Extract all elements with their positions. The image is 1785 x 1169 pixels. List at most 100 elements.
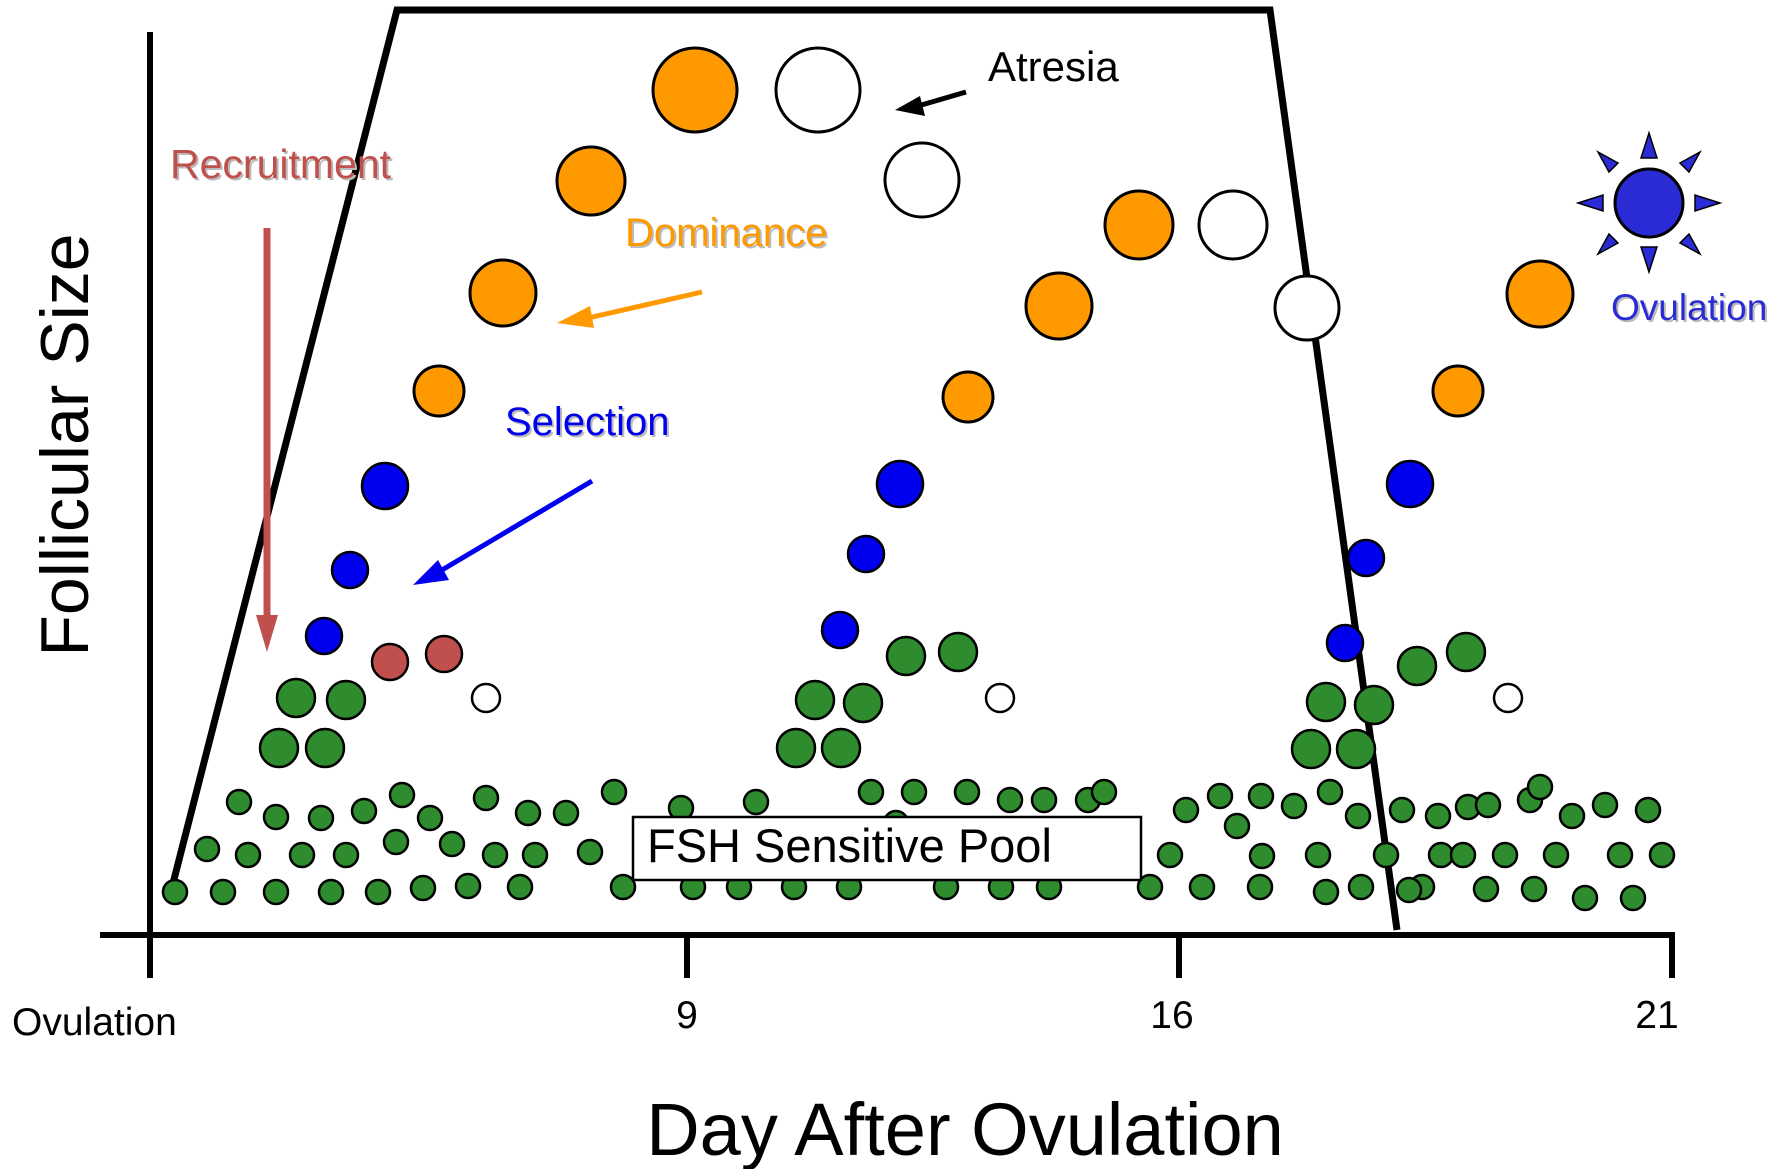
- pool-follicle: [1188, 873, 1216, 901]
- pool-follicle: [350, 797, 378, 825]
- pool-follicle: [193, 835, 221, 863]
- pool-follicle: [1634, 796, 1662, 824]
- sun-ray-e: [1694, 193, 1723, 213]
- sun-ray-nw: [1596, 150, 1620, 174]
- pool-follicle: [1316, 778, 1344, 806]
- sun-ray-s: [1639, 246, 1659, 275]
- selected-follicle: [330, 550, 370, 590]
- pool-follicle: [1395, 876, 1423, 904]
- selected-follicle: [846, 534, 886, 574]
- recruitment-label: Recruitment: [170, 141, 392, 187]
- recruitment-arrow-head: [256, 615, 278, 652]
- pool-follicle: [900, 778, 928, 806]
- pool-follicle: [1312, 878, 1340, 906]
- pool-follicle: [234, 841, 262, 869]
- pool-follicle: [1030, 786, 1058, 814]
- pool-follicle: [1591, 791, 1619, 819]
- ovulation-label: Ovulation: [1611, 287, 1767, 328]
- pool-follicle: [1558, 802, 1586, 830]
- pool-follicle: [307, 804, 335, 832]
- selected-follicle: [820, 610, 860, 650]
- atretic-follicle: [470, 682, 502, 714]
- dominance-label: Dominance: [625, 211, 827, 255]
- growing-follicle: [304, 727, 346, 769]
- growing-follicle: [794, 679, 836, 721]
- pool-follicle: [1648, 841, 1676, 869]
- selected-follicle: [304, 616, 344, 656]
- pool-follicle: [1571, 884, 1599, 912]
- y-axis-label: Follicular Size: [27, 233, 103, 656]
- ovulation-label-shadow: Ovulation: [1613, 289, 1769, 330]
- growing-follicle: [1353, 684, 1395, 726]
- pool-follicle: [1520, 875, 1548, 903]
- atretic-follicle: [1197, 189, 1269, 261]
- dominant-follicle: [651, 46, 739, 134]
- selected-follicle: [360, 461, 410, 511]
- pool-follicle: [1474, 791, 1502, 819]
- dominant-follicle: [1024, 271, 1094, 341]
- pool-follicle: [1449, 841, 1477, 869]
- growing-follicle: [258, 727, 300, 769]
- dominant-follicle: [941, 370, 995, 424]
- sun-ray-sw: [1596, 232, 1620, 256]
- pool-follicle: [1347, 873, 1375, 901]
- pool-follicle: [1344, 802, 1372, 830]
- atretic-follicle: [883, 141, 961, 219]
- pool-follicle: [514, 799, 542, 827]
- atresia-label: Atresia: [988, 43, 1119, 90]
- pool-follicle: [1388, 796, 1416, 824]
- x-axis-label: Day After Ovulation: [646, 1088, 1284, 1169]
- pool-follicle: [332, 841, 360, 869]
- x-tick-label-ovulation: Ovulation: [12, 1001, 177, 1044]
- pool-follicle: [1090, 778, 1118, 806]
- pool-follicle: [1427, 841, 1455, 869]
- pool-follicle: [552, 799, 580, 827]
- atresia-arrow-head: [895, 96, 925, 116]
- growing-follicle: [842, 682, 884, 724]
- pool-follicle: [288, 841, 316, 869]
- recruitment-label-shadow: Recruitment: [172, 143, 394, 189]
- atretic-follicle: [1273, 274, 1341, 342]
- dominant-follicle: [1431, 364, 1485, 418]
- sun-ray-se: [1678, 232, 1702, 256]
- pool-follicle: [262, 878, 290, 906]
- selection-label: Selection: [505, 400, 670, 444]
- pool-follicle: [1491, 841, 1519, 869]
- pool-follicle: [1206, 782, 1234, 810]
- atretic-follicle: [984, 682, 1016, 714]
- selected-follicle: [1385, 459, 1435, 509]
- pool-follicle: [454, 872, 482, 900]
- pool-follicle: [388, 781, 416, 809]
- pool-follicle: [161, 878, 189, 906]
- pool-follicle: [1472, 875, 1500, 903]
- pool-follicle: [1542, 841, 1570, 869]
- atresia-arrow-shaft: [917, 89, 967, 109]
- pool-follicle: [364, 878, 392, 906]
- pool-follicle: [742, 788, 770, 816]
- pool-follicle: [857, 778, 885, 806]
- growing-follicle: [1396, 645, 1438, 687]
- fsh-window-outline: [166, 6, 1401, 931]
- pool-follicle: [1424, 802, 1452, 830]
- arrows: [256, 89, 967, 652]
- pool-follicle: [472, 784, 500, 812]
- pool-follicle: [1304, 841, 1332, 869]
- pool-follicle: [262, 803, 290, 831]
- dominant-follicle: [468, 258, 538, 328]
- axis-labels: Follicular Size Day After Ovulation Ovul…: [12, 233, 1679, 1169]
- atretic-follicle: [1492, 682, 1524, 714]
- dominant-follicle: [412, 364, 466, 418]
- pool-follicle: [953, 778, 981, 806]
- dominant-follicle: [1505, 259, 1575, 329]
- recruited-follicle: [370, 642, 410, 682]
- pool-follicle: [1246, 873, 1274, 901]
- pool-follicle: [1372, 841, 1400, 869]
- phase-labels: Recruitment Recruitment Dominance Domina…: [170, 43, 1769, 446]
- pool-follicle: [1248, 842, 1276, 870]
- dominant-follicle: [1103, 189, 1175, 261]
- growing-follicle: [820, 727, 862, 769]
- pool-follicle: [600, 778, 628, 806]
- pool-follicle: [225, 788, 253, 816]
- dominance-arrow-head: [557, 306, 594, 328]
- dominance-label-shadow: Dominance: [627, 213, 829, 257]
